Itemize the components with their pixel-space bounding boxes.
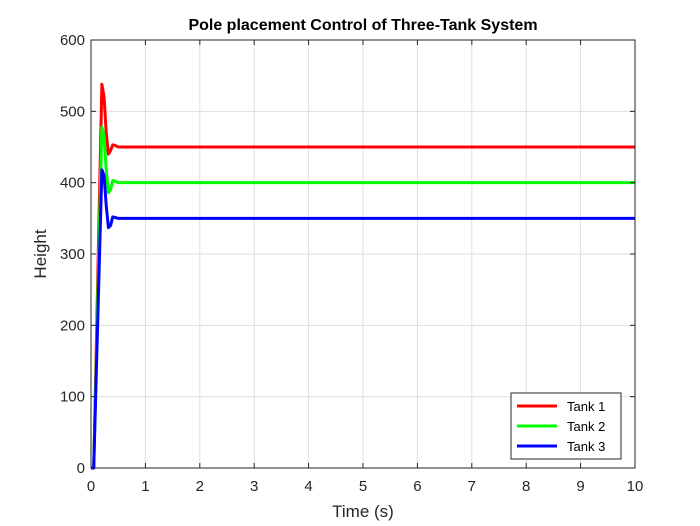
x-tick-label: 3 bbox=[250, 478, 258, 495]
series-lines bbox=[91, 82, 635, 470]
x-tick-label: 5 bbox=[359, 478, 367, 495]
chart-title: Pole placement Control of Three-Tank Sys… bbox=[188, 17, 537, 34]
y-axis-label: Height bbox=[31, 229, 50, 278]
x-tick-label: 0 bbox=[87, 478, 95, 495]
x-tick-label: 7 bbox=[468, 478, 476, 495]
legend-label: Tank 3 bbox=[567, 439, 605, 454]
x-tick-label: 10 bbox=[627, 478, 644, 495]
legend-label: Tank 2 bbox=[567, 419, 605, 434]
y-tick-label: 0 bbox=[77, 460, 85, 477]
legend-box bbox=[510, 392, 622, 460]
x-tick-label: 9 bbox=[576, 478, 584, 495]
y-tick-label: 500 bbox=[60, 103, 85, 120]
x-tick-label: 1 bbox=[141, 478, 149, 495]
y-tick-label: 200 bbox=[60, 317, 85, 334]
legend: Tank 1 Tank 2 Tank 3 bbox=[510, 392, 622, 460]
x-tick-label: 6 bbox=[413, 478, 421, 495]
series-line-tank-3 bbox=[91, 168, 635, 470]
x-tick-label: 2 bbox=[196, 478, 204, 495]
x-axis-label: Time (s) bbox=[332, 502, 394, 521]
x-tick-label: 4 bbox=[304, 478, 312, 495]
y-tick-label: 300 bbox=[60, 246, 85, 263]
y-tick-label: 600 bbox=[60, 32, 85, 49]
legend-label: Tank 1 bbox=[567, 399, 605, 414]
y-tick-label: 400 bbox=[60, 175, 85, 192]
x-tick-label: 8 bbox=[522, 478, 530, 495]
y-tick-label: 100 bbox=[60, 389, 85, 406]
